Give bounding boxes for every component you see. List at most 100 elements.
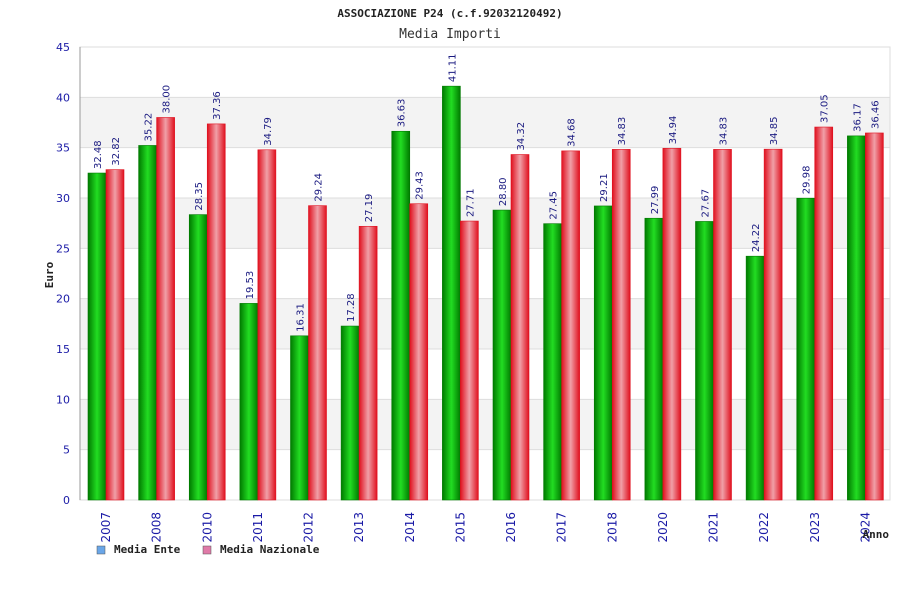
bar-media-ente [138,145,157,501]
value-label: 34.68 [567,118,578,147]
x-tick-label: 2010 [200,512,214,543]
bar-media-ente [543,223,562,501]
x-tick-label: 2014 [403,512,417,543]
x-tick-label: 2024 [858,512,872,543]
bar-media-nazionale [814,126,834,501]
bar-media-nazionale [611,149,631,501]
bar-media-ente [492,209,512,501]
y-tick-label: 10 [56,393,70,406]
value-label: 34.79 [263,117,274,146]
value-label: 41.11 [447,54,458,83]
x-tick-label: 2023 [808,512,822,543]
bar-media-ente [340,325,360,501]
x-tick-label: 2018 [605,512,619,543]
bar-media-nazionale [409,203,429,501]
bar-media-ente [290,335,309,501]
x-tick-label: 2017 [555,512,569,543]
bar-media-nazionale [865,132,884,501]
y-tick-label: 0 [63,494,70,507]
bar-media-ente [593,205,613,501]
bar-media-ente [644,217,664,501]
bar-media-nazionale [156,117,175,501]
x-tick-label: 2016 [504,512,518,543]
y-tick-label: 40 [56,91,70,104]
bar-media-nazionale [308,205,327,501]
value-label: 34.83 [719,117,730,146]
bar-media-ente [87,172,107,501]
value-label: 17.28 [346,293,357,322]
value-label: 36.63 [397,99,408,128]
value-label: 29.24 [314,173,325,202]
bar-media-ente [188,214,208,501]
bar-media-nazionale [206,123,226,501]
value-label: 34.83 [617,117,628,146]
bar-media-nazionale [105,169,125,501]
value-label: 28.80 [498,177,509,206]
value-label: 36.46 [870,100,881,129]
bar-media-nazionale [713,149,732,501]
bar-media-ente [391,130,411,501]
value-label: 16.31 [296,303,307,332]
value-label: 34.32 [516,122,527,151]
bar-media-nazionale [561,150,580,501]
value-label: 34.94 [668,116,679,145]
y-tick-label: 20 [56,293,70,306]
x-tick-label: 2022 [757,512,771,543]
bar-media-ente [847,135,866,501]
x-tick-label: 2008 [150,512,164,543]
value-label: 38.00 [162,85,173,114]
bar-media-nazionale [662,147,682,501]
x-axis-label: Anno [863,528,890,541]
y-tick-labels: 0 5 10 15 20 25 30 35 40 45 [56,41,70,507]
bar-media-nazionale [460,220,479,501]
x-tick-label: 2020 [656,512,670,543]
bar-media-nazionale [257,149,277,501]
legend-swatch [202,545,212,555]
bar-media-ente [695,221,714,501]
value-label: 27.71 [465,188,476,217]
bar-media-ente [239,303,259,501]
value-label: 28.35 [194,182,205,211]
value-labels: 32.48 32.82 35.22 38.00 28.35 37.36 19.53 34.79… [93,54,881,332]
y-tick-label: 25 [56,242,70,255]
value-label: 37.36 [212,91,223,120]
bar-media-nazionale [358,225,378,501]
y-axis-label: Euro [43,261,56,288]
bar-media-ente [442,85,461,501]
legend-item: Media Ente [114,543,181,556]
x-tick-label: 2011 [251,512,265,543]
y-tick-label: 30 [56,192,70,205]
y-tick-label: 35 [56,142,70,155]
value-label: 32.48 [93,140,104,169]
value-label: 24.22 [751,224,762,253]
x-tick-label: 2015 [453,512,467,543]
bar-media-ente [745,255,765,501]
x-tick-label: 2021 [707,512,721,543]
value-label: 35.22 [144,113,155,142]
y-tick-label: 45 [56,41,70,54]
value-label: 29.98 [802,166,813,195]
value-label: 32.82 [111,137,122,166]
value-label: 27.19 [364,194,375,223]
x-tick-label: 2013 [352,512,366,543]
chart-subtitle: Media Importi [399,27,501,42]
value-label: 34.85 [769,117,780,146]
bars [87,85,884,501]
x-tick-label: 2007 [99,512,113,543]
y-tick-label: 5 [63,444,70,457]
value-label: 27.67 [701,189,712,218]
value-label: 29.21 [599,173,610,202]
bar-media-ente [796,197,816,501]
value-label: 36.17 [852,103,863,132]
x-tick-labels: 2007 2008 2010 2011 2012 2013 2014 2015 2016 2017… [99,512,872,543]
bar-media-nazionale [763,148,783,501]
legend: Media Ente Media Nazionale [96,543,320,556]
y-tick-label: 15 [56,343,70,356]
bar-media-nazionale [510,154,530,501]
chart-title: ASSOCIAZIONE P24 (c.f.92032120492) [337,7,562,20]
value-label: 27.45 [549,191,560,220]
value-label: 29.43 [415,171,426,200]
x-tick-label: 2012 [302,512,316,543]
value-label: 19.53 [245,271,256,300]
